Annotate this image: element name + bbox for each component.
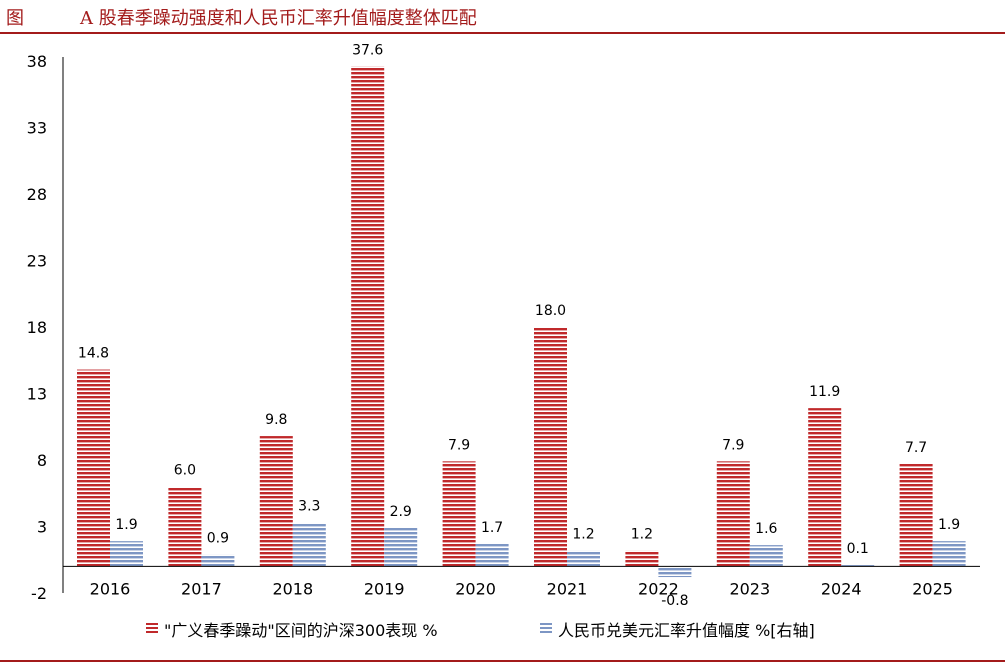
bar-series-2-2019 (384, 527, 418, 567)
data-label-series-2: 1.6 (755, 521, 777, 537)
legend-swatch-red (146, 623, 158, 635)
data-label-series-1: 37.6 (352, 42, 383, 58)
bar-series-1-2018 (259, 436, 293, 567)
bar-series-2-2018 (292, 522, 326, 567)
y-tick-label: 13 (27, 385, 47, 404)
y-tick-label: 38 (27, 52, 47, 71)
legend-label-series-2: 人民币兑美元汇率升值幅度 %[右轴] (558, 621, 815, 640)
y-tick-label: 3 (37, 518, 47, 537)
bar-series-1-2020 (442, 461, 476, 567)
data-label-series-1: 7.9 (448, 437, 470, 453)
legend-label-series-1: "广义春季躁动"区间的沪深300表现 % (164, 621, 438, 640)
data-label-series-2: 1.7 (481, 520, 503, 536)
y-tick-label: -2 (31, 584, 47, 603)
bar-series-1-2025 (899, 463, 933, 567)
bar-series-2-2021 (567, 550, 600, 567)
legend-item-series-2: 人民币兑美元汇率升值幅度 %[右轴] (540, 616, 815, 642)
x-tick-label: 2022 (638, 579, 679, 598)
bar-series-2-2024 (841, 565, 875, 567)
header-divider (0, 32, 1005, 34)
bar-series-2-2025 (932, 541, 966, 567)
data-label-series-2: 0.9 (207, 530, 229, 546)
y-tick-label: 33 (27, 119, 47, 138)
bar-series-1-2017 (168, 486, 202, 567)
data-label-series-1: 1.2 (631, 526, 653, 542)
data-label-series-1: 18.0 (535, 303, 566, 319)
data-label-series-1: 7.9 (722, 437, 744, 453)
x-tick-label: 2023 (729, 579, 770, 598)
bar-series-1-2022 (625, 550, 659, 567)
bar-series-2-2023 (749, 545, 783, 567)
x-tick-label: 2020 (455, 579, 496, 598)
data-label-series-1: 7.7 (905, 440, 927, 456)
x-tick-label: 2024 (821, 579, 862, 598)
x-tick-label: 2019 (364, 579, 405, 598)
bar-series-1-2021 (534, 327, 567, 567)
bar-series-1-2023 (716, 461, 750, 567)
figure-label: 图 (6, 8, 24, 29)
y-tick-label: 23 (27, 252, 47, 271)
data-label-series-1: 14.8 (78, 346, 109, 362)
bar-series-2-2022 (658, 566, 692, 578)
bar-series-1-2019 (351, 66, 385, 567)
legend-swatch-blue (540, 623, 552, 635)
footer-divider (0, 660, 1005, 662)
x-tick-label: 2021 (547, 579, 588, 598)
data-label-series-1: 11.9 (809, 384, 840, 400)
data-label-series-2: 1.2 (572, 526, 594, 542)
data-label-series-1: 9.8 (265, 412, 287, 428)
chart-title: A 股春季躁动强度和人民币汇率升值幅度整体匹配 (80, 8, 477, 29)
bar-series-2-2016 (110, 541, 143, 567)
data-label-series-2: 2.9 (390, 504, 412, 520)
legend-item-series-1: "广义春季躁动"区间的沪深300表现 % (146, 616, 438, 642)
data-label-series-2: 1.9 (115, 517, 137, 533)
bar-chart: 38 33 28 23 18 13 8 3 -2 14.8 1.9 6.0 0.9 9.8 3.3 37.6… (27, 42, 980, 609)
bar-series-2-2017 (201, 554, 235, 567)
x-tick-label: 2016 (90, 579, 131, 598)
y-tick-label: 28 (27, 185, 47, 204)
data-label-series-2: -0.8 (661, 593, 688, 609)
bar-series-2-2020 (475, 543, 509, 567)
y-tick-label: 8 (37, 451, 47, 470)
data-label-series-2: 0.1 (847, 541, 869, 557)
x-tick-label: 2025 (912, 579, 953, 598)
legend: "广义春季躁动"区间的沪深300表现 % 人民币兑美元汇率升值幅度 %[右轴] (0, 616, 1005, 642)
x-tick-label: 2018 (272, 579, 313, 598)
y-tick-label: 18 (27, 318, 47, 337)
bar-series-1-2016 (77, 369, 110, 567)
data-label-series-2: 1.9 (938, 517, 960, 533)
x-tick-label: 2017 (181, 579, 222, 598)
data-label-series-1: 6.0 (174, 463, 196, 479)
data-label-series-2: 3.3 (298, 499, 320, 515)
header: 图 A 股春季躁动强度和人民币汇率升值幅度整体匹配 (0, 0, 1005, 30)
bar-series-1-2024 (808, 408, 842, 567)
